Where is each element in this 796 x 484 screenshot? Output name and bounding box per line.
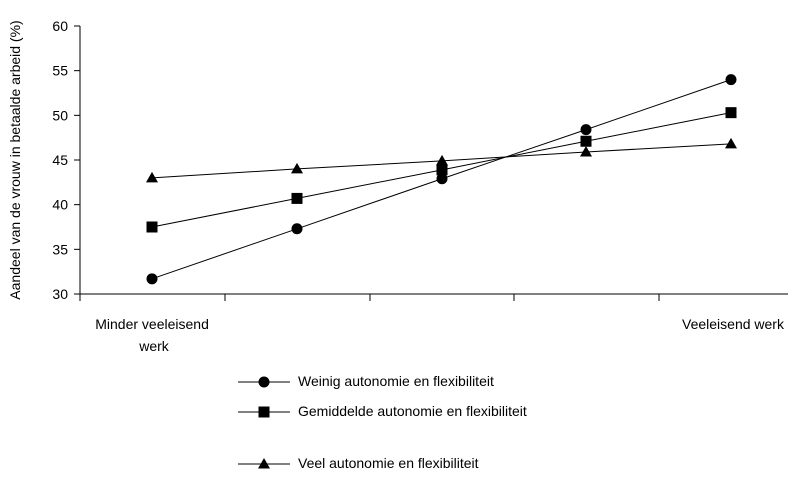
data-point-circle — [291, 223, 303, 235]
data-point-circle — [580, 124, 592, 136]
y-axis-label: Aandeel van de vrouw in betaalde arbeid … — [7, 20, 23, 299]
data-point-square — [580, 135, 592, 147]
legend-item-weinig: Weinig autonomie en flexibiliteit — [236, 372, 538, 402]
y-tick-label: 30 — [52, 286, 68, 302]
data-point-triangle — [146, 171, 158, 183]
data-point-triangle — [725, 137, 737, 149]
square-marker-icon — [238, 406, 290, 418]
legend-label: Weinig autonomie en flexibiliteit — [298, 373, 494, 389]
y-tick-label: 45 — [52, 152, 68, 168]
line-chart: 30 35 40 45 50 55 60 Aandeel van de vrouw in b… — [7, 18, 788, 354]
legend: Weinig autonomie en flexibiliteit Gemidd… — [236, 372, 538, 484]
data-point-triangle — [291, 162, 303, 174]
y-tick-label: 35 — [52, 241, 68, 257]
data-point-circle — [725, 74, 737, 86]
x-axis-ticks — [79, 294, 660, 301]
data-point-square — [146, 221, 158, 233]
data-point-circle — [146, 273, 158, 285]
legend-item-veel: Veel autonomie en flexibiliteit — [236, 454, 538, 484]
y-tick-label: 50 — [52, 107, 68, 123]
y-tick-label: 40 — [52, 197, 68, 213]
legend-item-gemiddelde: Gemiddelde autonomie en flexibiliteit — [236, 402, 538, 454]
data-point-triangle — [580, 145, 592, 157]
x-end-label-left: Minder veeleisend werk — [95, 316, 213, 354]
data-point-triangle — [436, 154, 448, 166]
y-tick-label: 60 — [52, 18, 68, 34]
legend-label: Gemiddelde autonomie en flexibiliteit — [298, 403, 527, 419]
x-end-label-right: Veeleisend werk — [682, 316, 785, 332]
data-point-circle — [436, 173, 448, 185]
circle-marker-icon — [238, 376, 290, 388]
legend-label: Veel autonomie en flexibiliteit — [298, 455, 479, 471]
triangle-marker-icon — [238, 458, 290, 469]
data-point-square — [436, 164, 448, 176]
data-point-square — [725, 107, 737, 119]
data-point-square — [291, 192, 303, 204]
y-tick-label: 55 — [52, 63, 68, 79]
y-axis-ticks: 30 35 40 45 50 55 60 — [52, 18, 80, 302]
series-layer — [146, 74, 737, 285]
